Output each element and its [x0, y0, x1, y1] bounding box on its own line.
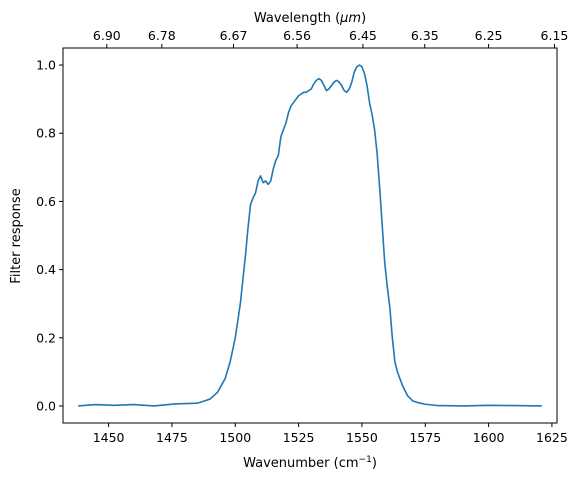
top-tick-label: 6.90 [93, 28, 121, 43]
y-axis-ticks: 0.0 0.2 0.4 0.6 0.8 1.0 [36, 58, 63, 413]
top-tick-label: 6.78 [148, 28, 176, 43]
plot-frame [62, 47, 558, 424]
y-tick-label: 0.2 [36, 330, 56, 345]
x-tick-label: 1525 [283, 430, 315, 445]
x-tick-label: 1600 [473, 430, 505, 445]
x-tick-label: 1575 [409, 430, 441, 445]
y-tick-label: 1.0 [36, 58, 56, 73]
top-tick-label: 6.35 [411, 28, 439, 43]
x-tick-label: 1625 [536, 430, 568, 445]
x-axis-label: Wavenumber (cm−1) [243, 455, 377, 471]
top-tick-label: 6.45 [349, 28, 377, 43]
x-tick-label: 1500 [219, 430, 251, 445]
series-layer [78, 64, 542, 407]
y-tick-label: 0.8 [36, 126, 56, 141]
x-tick-label: 1450 [93, 430, 125, 445]
top-tick-label: 6.25 [475, 28, 503, 43]
y-tick-label: 0.6 [36, 194, 56, 209]
x-tick-label: 1475 [156, 430, 188, 445]
top-axis-ticks: 6.90 6.78 6.67 6.56 6.45 6.35 6.25 6.15 [93, 28, 568, 48]
top-axis-label: Wavelength (μm) [254, 11, 366, 26]
x-axis-ticks: 1450 1475 1500 1525 1550 1575 1600 1625 [93, 423, 568, 445]
y-axis-label: Filter response [9, 188, 24, 283]
x-axis-label-superscript: −1 [359, 455, 372, 465]
x-tick-label: 1550 [346, 430, 378, 445]
y-tick-label: 0.4 [36, 262, 56, 277]
top-tick-label: 6.15 [541, 28, 569, 43]
top-axis-label-unit: μm [339, 11, 361, 26]
filter-response-line [78, 64, 542, 407]
top-tick-label: 6.67 [220, 28, 248, 43]
top-tick-label: 6.56 [283, 28, 311, 43]
y-tick-label: 0.0 [36, 398, 56, 413]
